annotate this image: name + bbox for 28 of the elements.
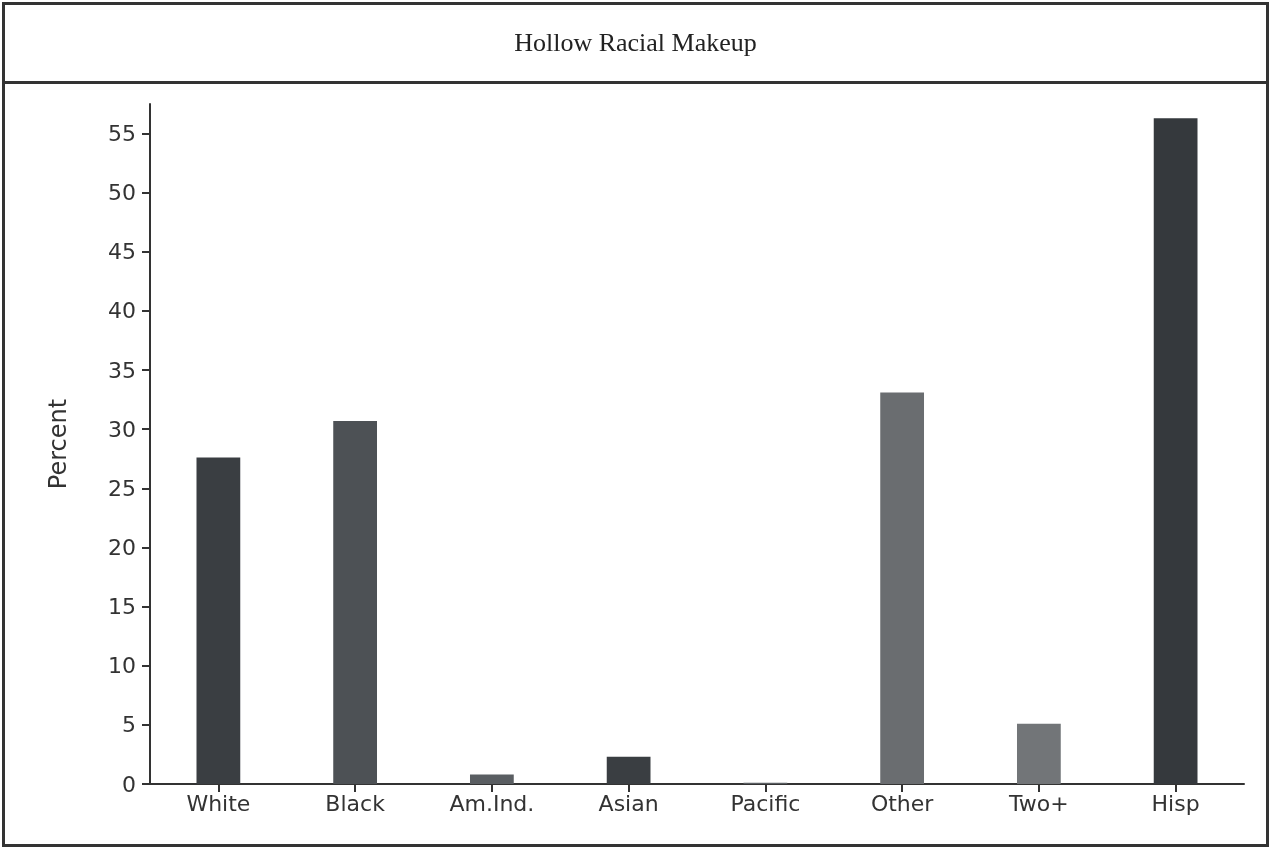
bar <box>470 774 514 784</box>
x-tick-label: Hisp <box>1151 790 1200 816</box>
y-tick-label: 0 <box>122 771 136 797</box>
x-tick-label: White <box>186 790 251 816</box>
y-tick-label: 30 <box>108 416 136 442</box>
y-tick-label: 45 <box>108 239 136 265</box>
x-tick-label: Asian <box>598 790 659 816</box>
y-tick-label: 40 <box>108 298 136 324</box>
x-tick-label: Pacific <box>730 790 801 816</box>
chart-title: Hollow Racial Makeup <box>5 5 1266 84</box>
y-tick-label: 25 <box>108 475 136 501</box>
y-tick-label: 35 <box>108 357 136 383</box>
y-tick-label: 50 <box>108 180 136 206</box>
bar <box>1017 723 1061 784</box>
y-tick-label: 10 <box>108 653 136 679</box>
bar <box>196 457 241 784</box>
x-tick-label: Am.Ind. <box>449 790 535 816</box>
bar <box>606 756 651 784</box>
y-tick-label: 55 <box>108 121 136 147</box>
y-tick-label: 15 <box>108 594 136 620</box>
x-tick-label: Two+ <box>1008 790 1069 816</box>
bar <box>333 420 378 784</box>
x-tick-label: Black <box>325 790 386 816</box>
y-tick-label: 20 <box>108 534 136 560</box>
x-tick-label: Other <box>870 790 935 816</box>
bar <box>880 392 925 784</box>
y-tick-label: 5 <box>122 712 136 738</box>
y-axis-title: Percent <box>44 398 72 490</box>
